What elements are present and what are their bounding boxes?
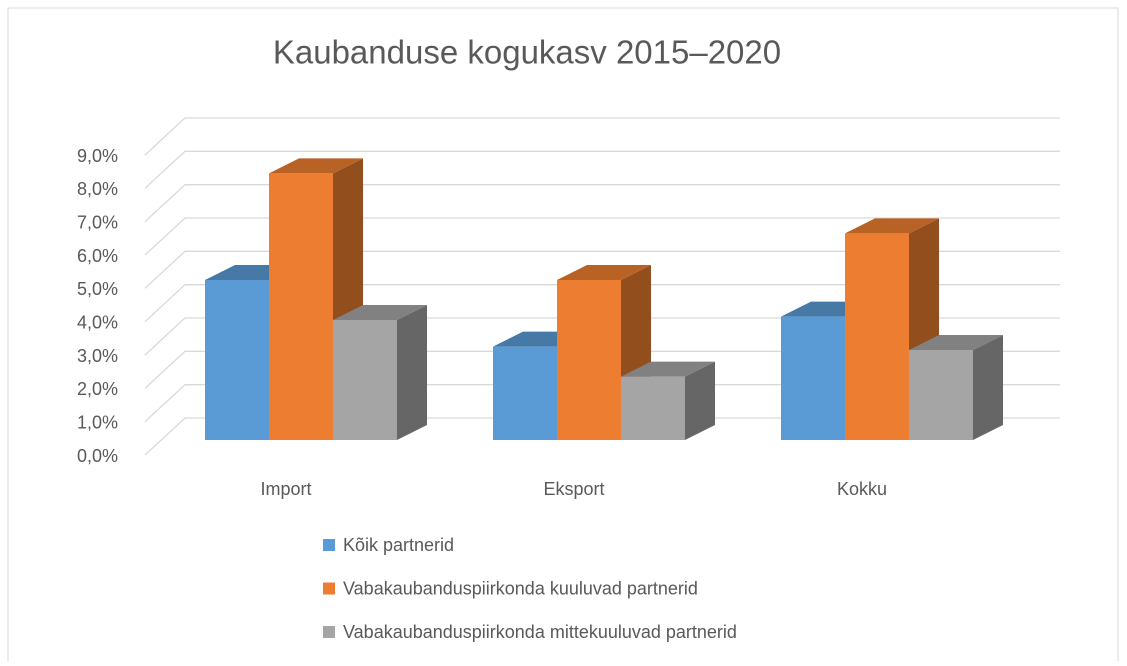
bar-face xyxy=(621,376,685,440)
bar-face xyxy=(909,350,973,440)
legend-label: Kõik partnerid xyxy=(343,535,454,555)
bar-face xyxy=(845,218,939,234)
chart-title: Kaubanduse kogukasv 2015–2020 xyxy=(273,34,781,71)
legend-label: Vabakaubanduspiirkonda mittekuuluvad par… xyxy=(343,622,737,642)
bar-face xyxy=(781,316,845,440)
bar-face xyxy=(909,335,1003,350)
y-tick-label: 8,0% xyxy=(77,179,118,199)
bar xyxy=(909,335,1003,440)
y-tick-label: 3,0% xyxy=(77,346,118,366)
y-tick-label: 9,0% xyxy=(77,146,118,166)
legend-label: Vabakaubanduspiirkonda kuuluvad partneri… xyxy=(343,578,698,598)
bar-face xyxy=(333,305,427,320)
y-tick-label: 5,0% xyxy=(77,279,118,299)
bar-face xyxy=(269,173,333,441)
bar-face xyxy=(845,233,909,440)
bar-face xyxy=(397,305,427,440)
bar-face xyxy=(493,346,557,440)
bar-face xyxy=(557,265,651,280)
y-tick-label: 1,0% xyxy=(77,412,118,432)
grid-line xyxy=(144,284,1060,323)
legend-swatch xyxy=(323,626,335,638)
grid-line xyxy=(144,150,1060,189)
bar-face xyxy=(973,335,1003,440)
x-tick-label: Import xyxy=(260,479,311,499)
y-tick-label: 6,0% xyxy=(77,246,118,266)
grid-line xyxy=(144,317,1060,356)
grid-line xyxy=(144,417,1060,456)
bar-face xyxy=(621,361,715,377)
bar xyxy=(621,361,715,440)
bar-face xyxy=(205,280,269,440)
bar-face xyxy=(685,361,715,440)
bar xyxy=(333,305,427,440)
x-tick-label: Eksport xyxy=(543,479,604,499)
bar-face xyxy=(333,320,397,440)
y-tick-label: 7,0% xyxy=(77,212,118,232)
grid-line xyxy=(144,117,1060,156)
grid-line xyxy=(144,250,1060,289)
legend-swatch xyxy=(323,539,335,551)
grid-line xyxy=(144,217,1060,256)
grid-line xyxy=(144,384,1060,423)
y-tick-label: 0,0% xyxy=(77,446,118,466)
x-tick-label: Kokku xyxy=(837,479,887,499)
y-tick-label: 4,0% xyxy=(77,312,118,332)
bar-face xyxy=(557,280,621,440)
grid-line xyxy=(144,184,1060,223)
y-tick-label: 2,0% xyxy=(77,379,118,399)
legend-swatch xyxy=(323,582,335,595)
bar-face xyxy=(269,158,363,174)
grid-line xyxy=(144,350,1060,389)
